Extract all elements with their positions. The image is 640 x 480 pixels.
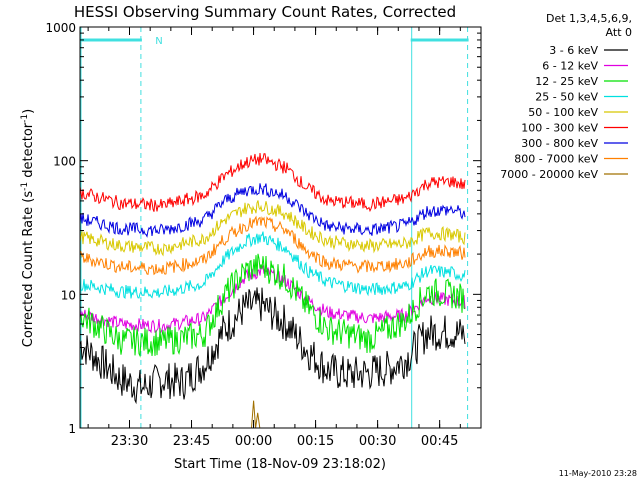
night-markers [80,27,469,428]
legend: Det 1,3,4,5,6,9, Att 0 3 - 6 keV 6 - 12 k… [500,12,632,181]
legend-header-line1: Det 1,3,4,5,6,9, [546,12,632,25]
plot-frame [79,26,482,429]
y-axis-label-sup2: -1 [20,114,30,123]
series-line-6 [79,183,466,238]
y-axis-label-mid: detector [21,122,36,182]
y-tick-label-3: 1000 [45,21,76,35]
x-tick-label-5: 00:45 [421,434,458,449]
y-axis-label: Corrected Count Rate (s-1 detector-1) [20,109,36,347]
legend-header-line2: Att 0 [606,26,632,39]
series-line-0 [79,287,466,405]
series-line-7 [79,215,466,276]
legend-label-4: 50 - 100 keV [528,106,598,119]
x-tick-label-4: 00:30 [359,434,396,449]
legend-label-0: 3 - 6 keV [549,44,598,57]
y-tick-label-0: 1 [68,422,76,436]
legend-label-2: 12 - 25 keV [535,75,598,88]
footer-timestamp: 11-May-2010 23:28 [559,469,637,478]
legend-label-5: 100 - 300 keV [521,122,598,135]
legend-label-8: 7000 - 20000 keV [500,168,598,181]
legend-label-6: 300 - 800 keV [521,137,598,150]
plot-area: 1 10 100 1000 23:30 23:45 00:00 00:15 00:30 00:45… [45,21,482,449]
series-line-5 [79,153,466,213]
y-axis-label-main: Corrected Count Rate (s [21,191,36,348]
series-line-4 [79,200,466,257]
series-lines [79,153,466,429]
x-tick-label-0: 23:30 [111,434,148,449]
y-axis-label-end: ) [21,109,36,114]
x-tick-label-1: 23:45 [173,434,210,449]
x-axis-label: Start Time (18-Nov-09 23:18:02) [174,457,386,472]
y-axis-label-sup1: -1 [20,182,30,191]
chart-title: HESSI Observing Summary Count Rates, Cor… [74,3,456,21]
series-line-3 [79,231,466,300]
series-line-2 [79,253,466,358]
legend-label-3: 25 - 50 keV [535,91,598,104]
axes: 1 10 100 1000 23:30 23:45 00:00 00:15 00:30 00:45 [45,21,481,449]
x-tick-label-2: 00:00 [235,434,272,449]
y-tick-label-2: 100 [53,155,76,169]
y-tick-label-1: 10 [61,288,76,302]
x-tick-label-3: 00:15 [297,434,334,449]
legend-label-1: 6 - 12 keV [542,60,598,73]
saa-marker-label: N [155,36,162,47]
legend-label-7: 800 - 7000 keV [514,153,598,166]
